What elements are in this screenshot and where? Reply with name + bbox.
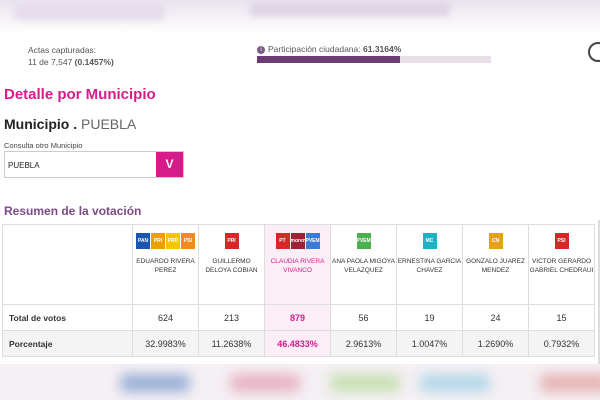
party-logos: PRI — [199, 233, 264, 251]
vote-percentage: 32.9983% — [132, 330, 199, 357]
vote-count: 56 — [330, 304, 397, 331]
vote-percentage: 1.0047% — [396, 330, 463, 357]
candidate-name: ERNESTINA GARCIA CHAVEZ — [397, 258, 462, 274]
participacion-bar-fill — [257, 56, 401, 63]
vote-percentage: 1.2690% — [462, 330, 529, 357]
total-votes-label: Total de votos — [2, 304, 133, 331]
vote-count: 19 — [396, 304, 463, 331]
candidate-header: PRI GUILLERMO DELOYA COBIAN — [198, 224, 265, 305]
candidate-name: VICTOR GERARDO GABRIEL CHEDRAUI — [529, 258, 594, 274]
party-logo-icon: PRD — [166, 233, 180, 249]
party-logo-icon: PVEM — [305, 233, 320, 249]
participacion-bar — [257, 56, 491, 63]
municipio-select-value: PUEBLA — [8, 161, 40, 170]
top-blurred-banner — [0, 0, 600, 34]
party-logo-icon: PRI — [151, 233, 165, 249]
candidate-header: PAN PRI PRD PSI EDUARDO RIVERA PEREZ — [132, 224, 199, 305]
party-logo-icon: CN — [488, 233, 503, 249]
municipio-heading: Municipio . PUEBLA — [4, 116, 137, 132]
candidate-name: CLAUDIA RIVERA VIVANCO — [270, 258, 325, 274]
candidate-header: MC ERNESTINA GARCIA CHAVEZ — [396, 224, 463, 305]
candidate-name: GONZALO JUAREZ MENDEZ — [466, 258, 525, 274]
actas-capturadas: Actas capturadas: 11 de 7,547 (0.1457%) — [28, 44, 114, 68]
candidate-header: PVEM ANA PAOLA MIGOYA VELAZQUEZ — [330, 224, 397, 305]
info-icon[interactable]: i — [257, 45, 265, 54]
percentage-label: Porcentaje — [2, 330, 133, 357]
party-logos: PSI — [529, 233, 594, 251]
party-logo-icon: PSI — [554, 233, 569, 249]
candidate-name: ANA PAOLA MIGOYA VELAZQUEZ — [332, 258, 395, 274]
consulta-label: Consulta otro Municipio — [4, 141, 83, 150]
candidate-name: GUILLERMO DELOYA COBIAN — [205, 258, 258, 274]
candidate-header: CN GONZALO JUAREZ MENDEZ — [462, 224, 529, 305]
party-logo-icon: PT — [275, 233, 290, 249]
vote-percentage: 11.2638% — [198, 330, 265, 357]
municipio-select[interactable]: PUEBLA V — [4, 151, 184, 178]
corner-cell — [2, 224, 133, 305]
vote-count: 24 — [462, 304, 529, 331]
vote-count: 624 — [132, 304, 199, 331]
party-logos: PT morena PVEM — [265, 233, 330, 251]
candidate-name: EDUARDO RIVERA PEREZ — [136, 258, 195, 274]
party-logo-icon: MC — [422, 233, 437, 249]
chevron-down-icon[interactable]: V — [156, 152, 183, 177]
actas-value: 11 de 7,547 (0.1457%) — [28, 57, 114, 67]
page-title: Detalle por Municipio — [4, 86, 156, 103]
vote-percentage: 46.4833% — [264, 330, 331, 357]
vote-count: 879 — [264, 304, 331, 331]
bottom-blurred-logos — [0, 364, 600, 400]
candidate-header: PSI VICTOR GERARDO GABRIEL CHEDRAUI — [528, 224, 595, 305]
vote-count: 15 — [528, 304, 595, 331]
party-logo-icon: PRI — [224, 233, 239, 249]
scroll-edge — [598, 220, 600, 370]
party-logos: MC — [397, 233, 462, 251]
actas-label: Actas capturadas: — [28, 45, 97, 55]
party-logo-icon: PVEM — [356, 233, 371, 249]
party-logo-icon: PAN — [136, 233, 150, 249]
total-votes-row: Total de votos 624 213 879 56 19 24 15 — [2, 304, 595, 331]
vote-percentage: 2.9613% — [330, 330, 397, 357]
percentage-row: Porcentaje 32.9983% 11.2638% 46.4833% 2.961… — [2, 330, 595, 357]
party-logos: PAN PRI PRD PSI — [133, 233, 198, 251]
resumen-title: Resumen de la votación — [4, 204, 142, 218]
participacion-ciudadana: i Participación ciudadana: 61.3164% — [257, 44, 401, 54]
party-logo-icon: PSI — [181, 233, 195, 249]
results-table: PAN PRI PRD PSI EDUARDO RIVERA PEREZ PRI GUILL… — [2, 224, 595, 357]
vote-percentage: 0.7932% — [528, 330, 595, 357]
candidate-header: PT morena PVEM CLAUDIA RIVERA VIVANCO — [264, 224, 331, 305]
candidates-row: PAN PRI PRD PSI EDUARDO RIVERA PEREZ PRI GUILL… — [2, 224, 595, 305]
party-logos: PVEM — [331, 233, 396, 251]
help-icon[interactable] — [588, 42, 600, 62]
party-logo-icon: morena — [290, 233, 309, 249]
vote-count: 213 — [198, 304, 265, 331]
party-logos: CN — [463, 233, 528, 251]
